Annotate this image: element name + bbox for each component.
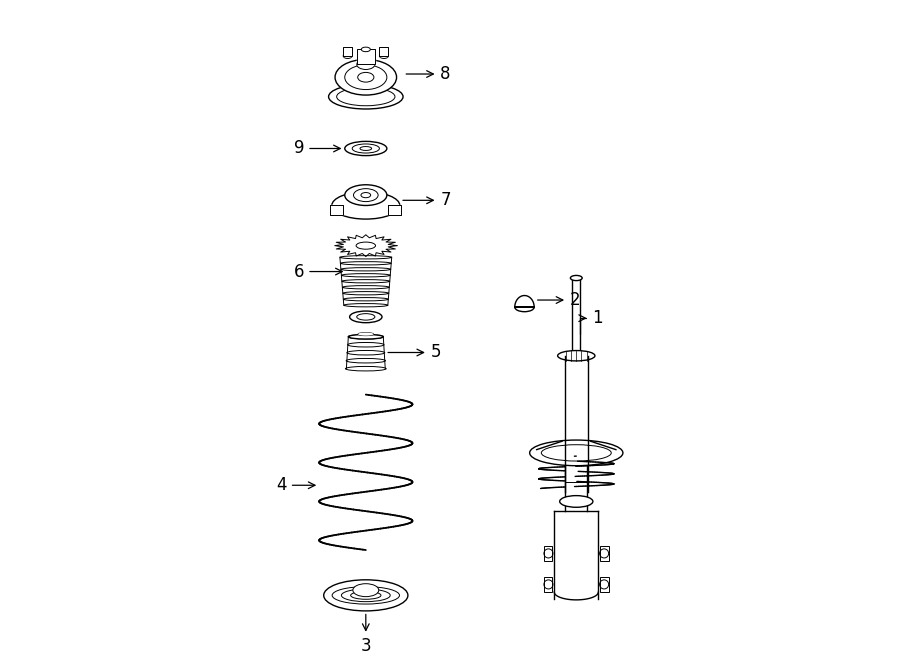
Text: 7: 7	[403, 191, 451, 210]
Ellipse shape	[344, 303, 388, 307]
Polygon shape	[335, 235, 397, 256]
Text: 8: 8	[406, 65, 451, 83]
Ellipse shape	[380, 54, 389, 58]
Polygon shape	[330, 206, 343, 215]
Ellipse shape	[515, 303, 535, 312]
Ellipse shape	[348, 334, 383, 339]
Ellipse shape	[571, 276, 582, 281]
Ellipse shape	[340, 256, 392, 259]
Text: 9: 9	[293, 139, 340, 157]
Ellipse shape	[343, 297, 388, 301]
Ellipse shape	[530, 440, 623, 466]
FancyBboxPatch shape	[600, 576, 608, 592]
Polygon shape	[554, 592, 598, 600]
Ellipse shape	[353, 584, 379, 597]
Text: 4: 4	[276, 477, 315, 494]
Polygon shape	[515, 295, 535, 307]
Ellipse shape	[328, 85, 403, 109]
Text: 3: 3	[361, 614, 371, 656]
Text: 5: 5	[388, 344, 441, 362]
Ellipse shape	[361, 47, 370, 52]
Ellipse shape	[343, 292, 389, 295]
Ellipse shape	[340, 262, 392, 265]
Polygon shape	[380, 47, 389, 56]
Ellipse shape	[345, 141, 387, 155]
Ellipse shape	[342, 286, 390, 289]
Polygon shape	[343, 47, 352, 56]
FancyBboxPatch shape	[572, 278, 580, 356]
Ellipse shape	[560, 496, 593, 507]
Ellipse shape	[345, 185, 387, 206]
Ellipse shape	[349, 311, 382, 323]
Ellipse shape	[346, 350, 385, 355]
Text: 6: 6	[293, 262, 342, 280]
Ellipse shape	[341, 274, 391, 277]
Text: 2: 2	[537, 291, 580, 309]
Ellipse shape	[346, 358, 385, 363]
FancyBboxPatch shape	[565, 466, 588, 511]
Polygon shape	[389, 206, 401, 215]
Ellipse shape	[558, 350, 595, 361]
Ellipse shape	[343, 54, 352, 58]
FancyBboxPatch shape	[564, 356, 588, 492]
Text: 1: 1	[579, 309, 603, 334]
Ellipse shape	[335, 59, 397, 95]
FancyBboxPatch shape	[600, 545, 608, 561]
Ellipse shape	[346, 366, 386, 371]
Polygon shape	[356, 50, 375, 64]
Ellipse shape	[341, 268, 391, 271]
Ellipse shape	[348, 334, 383, 339]
Ellipse shape	[358, 332, 374, 336]
FancyBboxPatch shape	[544, 576, 553, 592]
Ellipse shape	[332, 192, 400, 219]
FancyBboxPatch shape	[544, 545, 553, 561]
Ellipse shape	[356, 59, 375, 69]
Ellipse shape	[347, 342, 384, 347]
FancyBboxPatch shape	[554, 528, 598, 599]
Ellipse shape	[342, 280, 390, 283]
Ellipse shape	[324, 580, 408, 611]
